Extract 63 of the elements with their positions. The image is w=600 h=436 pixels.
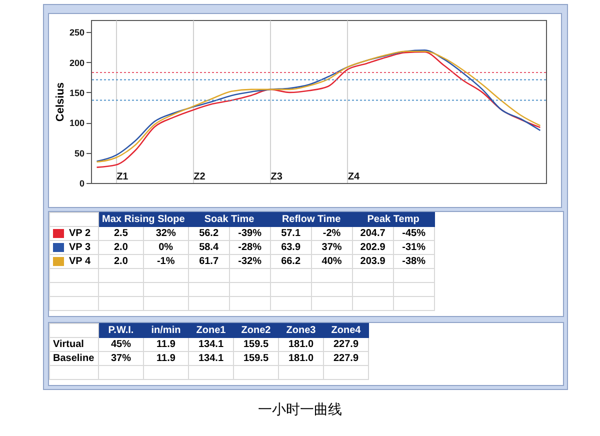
y-tick-label: 100 <box>69 118 84 128</box>
category-label: Reflow Time <box>270 212 352 226</box>
text: 0% <box>158 242 174 253</box>
text: 11.9 <box>156 353 176 364</box>
text: -2% <box>322 228 341 239</box>
category-label: Virtual <box>53 339 84 350</box>
text: -28% <box>238 242 262 253</box>
category-label: Zone4 <box>324 324 368 338</box>
text: 134.1 <box>198 339 224 350</box>
text: 57.1 <box>281 228 301 239</box>
text: VP 3 <box>69 242 90 253</box>
text: -45% <box>402 228 426 239</box>
text: -38% <box>402 256 426 267</box>
text: -32% <box>238 256 262 267</box>
category-label: Peak Temp <box>352 212 434 226</box>
text: -31% <box>402 242 426 253</box>
category-label: Soak Time <box>188 212 270 226</box>
category-label: Zone1 <box>188 324 234 338</box>
text: 40% <box>322 256 342 267</box>
y-tick-label: 200 <box>69 58 84 68</box>
text: -39% <box>238 228 262 239</box>
y-tick-label: 50 <box>74 148 84 158</box>
text: 58.4 <box>199 242 219 253</box>
x-tick-label: Z1 <box>116 172 129 182</box>
text: 61.7 <box>199 256 219 267</box>
x-tick-label: Z3 <box>270 172 283 182</box>
text: 159.5 <box>243 353 269 364</box>
y-axis-title: Celsius <box>54 82 66 122</box>
y-tick-label: 150 <box>69 88 84 98</box>
text: 202.9 <box>360 242 386 253</box>
text: 203.9 <box>360 256 386 267</box>
y-tick-label: 0 <box>79 178 84 188</box>
category-label: Baseline <box>53 353 94 364</box>
category-label: in/min <box>144 324 188 338</box>
text: 45% <box>110 339 131 350</box>
text: 37% <box>110 353 131 364</box>
text: 159.5 <box>243 339 269 350</box>
text: VP 2 <box>69 228 90 239</box>
text: 227.9 <box>333 353 359 364</box>
category-label: P.W.I. <box>98 324 144 338</box>
category-label: Max Rising Slope <box>98 212 188 226</box>
text: 11.9 <box>156 339 176 350</box>
text: 2.0 <box>114 242 128 253</box>
text: 32% <box>156 228 176 239</box>
text: 204.7 <box>360 228 386 239</box>
text: 181.0 <box>288 353 314 364</box>
text: 134.1 <box>198 353 224 364</box>
text: 66.2 <box>281 256 301 267</box>
category-label: Zone2 <box>234 324 278 338</box>
text: 2.5 <box>114 228 128 239</box>
text: 181.0 <box>288 339 314 350</box>
text: 2.0 <box>114 256 128 267</box>
text: 227.9 <box>333 339 359 350</box>
text: 一小时一曲线 <box>257 401 343 419</box>
x-tick-label: Z2 <box>194 172 206 182</box>
text: 37% <box>322 242 342 253</box>
category-label: Zone3 <box>278 324 324 338</box>
text: 63.9 <box>281 242 301 253</box>
text: -1% <box>156 256 175 267</box>
text: 56.2 <box>199 228 219 239</box>
y-tick-label: 250 <box>69 28 84 38</box>
text: VP 4 <box>69 256 90 267</box>
x-tick-label: Z4 <box>348 172 360 182</box>
